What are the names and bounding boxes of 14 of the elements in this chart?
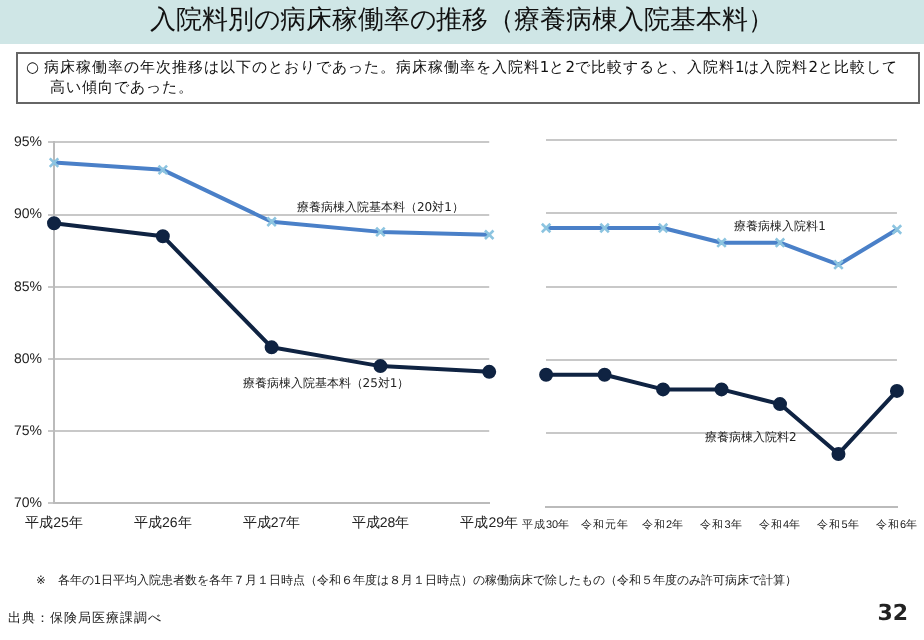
point xyxy=(656,382,671,397)
point xyxy=(539,367,554,382)
point xyxy=(889,383,904,398)
chart-title: 入院料別の病床稼働率の推移（療養病棟入院基本料） xyxy=(0,0,924,44)
point xyxy=(773,397,787,412)
point xyxy=(831,446,846,461)
point xyxy=(714,382,729,397)
point xyxy=(482,364,497,379)
text: 32 xyxy=(877,600,908,626)
point xyxy=(264,340,279,355)
point xyxy=(597,367,612,382)
point xyxy=(155,229,170,244)
point xyxy=(373,359,388,374)
point xyxy=(47,216,62,231)
